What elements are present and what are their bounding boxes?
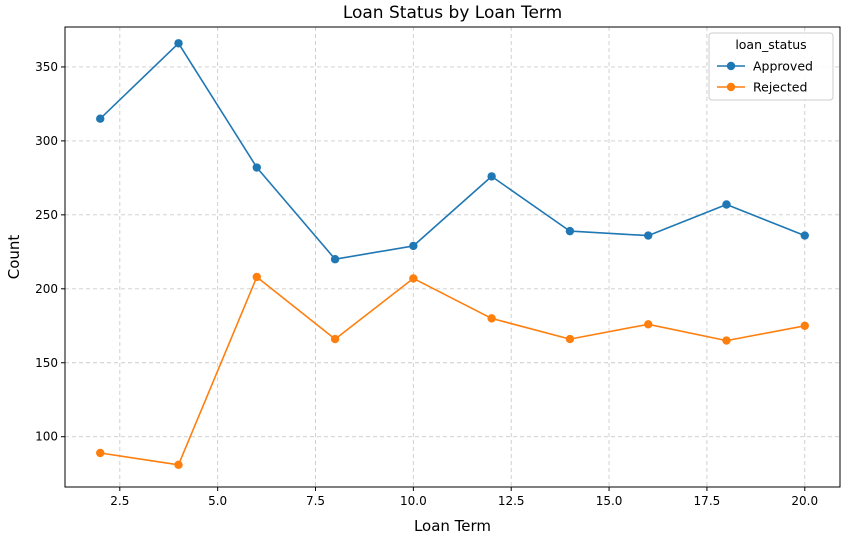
x-tick-label: 20.0 xyxy=(791,494,818,508)
y-axis: 100 150 200 250 300 350 xyxy=(35,60,65,444)
y-tick-label: 150 xyxy=(35,356,58,370)
x-tick-label: 10.0 xyxy=(400,494,427,508)
y-tick-label: 350 xyxy=(35,60,58,74)
data-point-rejected xyxy=(409,274,418,283)
data-point-rejected xyxy=(96,448,105,458)
legend-title: loan_status xyxy=(735,37,806,52)
x-tick-label: 17.5 xyxy=(694,494,721,508)
x-tick-label: 5.0 xyxy=(208,494,227,508)
x-axis-label: Loan Term xyxy=(414,517,491,535)
legend-label-approved: Approved xyxy=(753,59,813,74)
x-tick-label: 12.5 xyxy=(498,494,525,508)
x-tick-label: 7.5 xyxy=(306,494,325,508)
data-point-approved xyxy=(409,241,418,251)
chart-title: Loan Status by Loan Term xyxy=(343,3,562,23)
y-tick-label: 250 xyxy=(35,208,58,222)
y-tick-label: 300 xyxy=(35,134,58,148)
data-point-rejected xyxy=(722,336,731,345)
x-tick-label: 15.0 xyxy=(596,494,623,508)
legend-box xyxy=(708,32,834,101)
data-point-rejected xyxy=(330,334,340,344)
data-point-rejected xyxy=(252,272,261,282)
data-point-rejected xyxy=(174,460,183,470)
data-point-rejected xyxy=(565,334,575,344)
data-point-approved xyxy=(487,172,496,181)
data-point-approved xyxy=(565,226,575,236)
x-axis: 2.5 5.0 7.5 10.0 12.5 15.0 17.5 20.0 xyxy=(110,487,818,508)
data-point-rejected xyxy=(800,321,809,330)
series-line-approved xyxy=(99,42,806,261)
data-point-approved xyxy=(330,255,340,264)
data-point-approved xyxy=(174,39,183,48)
data-point-rejected xyxy=(487,314,496,323)
data-point-approved xyxy=(252,163,261,172)
data-point-rejected xyxy=(644,320,653,329)
plot-frame xyxy=(64,26,841,488)
series-layer xyxy=(96,39,809,470)
series-line-rejected xyxy=(100,276,805,466)
data-point-approved xyxy=(722,200,731,209)
y-tick-label: 100 xyxy=(35,430,58,444)
legend: loan_status Approved Rejected xyxy=(708,32,834,101)
legend-marker-rejected xyxy=(726,82,736,92)
data-point-approved xyxy=(800,231,809,240)
x-tick-label: 2.5 xyxy=(110,494,129,508)
y-axis-label: Count xyxy=(5,235,23,280)
legend-marker-approved xyxy=(726,61,736,71)
series-rejected xyxy=(96,272,809,470)
data-point-approved xyxy=(96,114,105,123)
y-tick-label: 200 xyxy=(35,282,58,296)
series-approved xyxy=(96,39,809,264)
data-point-approved xyxy=(644,231,653,240)
legend-label-rejected: Rejected xyxy=(753,80,807,95)
